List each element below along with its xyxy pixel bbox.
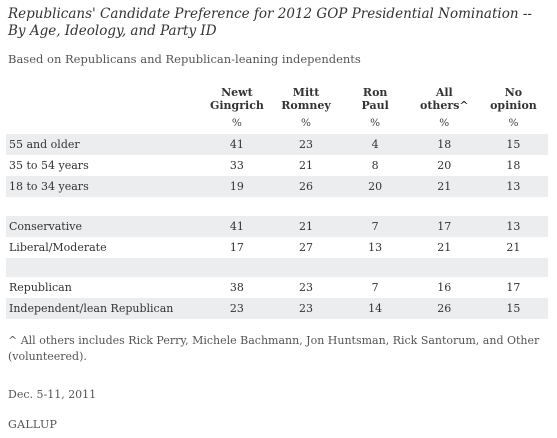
row-label: Republican <box>9 281 72 294</box>
column-header-line1: All <box>435 86 453 99</box>
data-cell: 21 <box>409 176 479 197</box>
data-cell: 8 <box>371 159 379 172</box>
row-label: 55 and older <box>6 134 203 155</box>
data-cell: 33 <box>229 159 244 172</box>
chart-subtitle: Based on Republicans and Republican-lean… <box>8 52 361 66</box>
data-cell: 4 <box>340 134 410 155</box>
column-header-line2: opinion <box>490 99 537 112</box>
spacer-row <box>6 197 548 216</box>
data-cell: 41 <box>202 216 272 237</box>
data-cell: 20 <box>437 159 452 172</box>
data-cell: 27 <box>299 241 314 254</box>
table-row: Conservative 41 21 7 17 13 <box>6 216 548 237</box>
table-row: Republican 38 23 7 16 17 <box>6 277 548 298</box>
data-cell: 15 <box>478 298 548 319</box>
data-cell: 21 <box>271 216 341 237</box>
chart-title: Republicans' Candidate Preference for 20… <box>8 6 532 39</box>
table-row: Independent/lean Republican 23 23 14 26 … <box>6 298 548 319</box>
data-cell: 16 <box>437 281 452 294</box>
row-label: Liberal/Moderate <box>9 241 107 254</box>
table-row: 55 and older 41 23 4 18 15 <box>6 134 548 155</box>
data-cell: 26 <box>271 176 341 197</box>
data-cell: 41 <box>202 134 272 155</box>
data-cell: 21 <box>299 159 314 172</box>
unit-cell: % <box>301 117 312 129</box>
column-header: No opinion <box>479 81 548 112</box>
column-header-line2: Romney <box>281 99 331 112</box>
column-header-line2: others^ <box>419 99 469 112</box>
header-blank <box>6 81 202 112</box>
column-header-line2: Paul <box>361 99 389 112</box>
column-header-line1: No <box>504 86 523 99</box>
unit-cell: % <box>439 117 450 129</box>
data-cell: 7 <box>340 216 410 237</box>
data-cell: 17 <box>409 216 479 237</box>
data-cell: 23 <box>299 281 314 294</box>
column-header-line1: Ron <box>362 86 388 99</box>
column-header: Ron Paul <box>341 81 410 112</box>
data-cell: 18 <box>409 134 479 155</box>
footnote: ^ All others includes Rick Perry, Michel… <box>8 334 540 363</box>
data-cell: 21 <box>506 241 521 254</box>
column-header-line2: Gingrich <box>209 99 264 112</box>
unit-cell: % <box>370 117 381 129</box>
data-cell: 23 <box>271 134 341 155</box>
source-label: GALLUP <box>8 418 58 431</box>
data-table: Newt Gingrich Mitt Romney Ron Paul All other… <box>6 81 548 319</box>
data-cell: 23 <box>202 298 272 319</box>
data-cell: 17 <box>229 241 244 254</box>
data-cell: 21 <box>437 241 452 254</box>
row-label: 35 to 54 years <box>9 159 89 172</box>
unit-cell: % <box>231 117 242 129</box>
spacer-row <box>6 258 548 277</box>
data-cell: 38 <box>229 281 244 294</box>
data-cell: 13 <box>478 216 548 237</box>
data-cell: 15 <box>478 134 548 155</box>
column-header: Newt Gingrich <box>202 81 271 112</box>
column-header: All others^ <box>410 81 479 112</box>
units-blank <box>6 112 202 134</box>
data-cell: 19 <box>202 176 272 197</box>
unit-cell: % <box>508 117 519 129</box>
row-label: Conservative <box>6 216 203 237</box>
survey-date: Dec. 5-11, 2011 <box>8 388 97 401</box>
table-row: 18 to 34 years 19 26 20 21 13 <box>6 176 548 197</box>
data-cell: 17 <box>506 281 521 294</box>
spacer-cell <box>6 197 548 216</box>
spacer-cell <box>6 258 548 277</box>
data-cell: 13 <box>478 176 548 197</box>
column-header: Mitt Romney <box>271 81 340 112</box>
row-label: 18 to 34 years <box>6 176 203 197</box>
column-header-line1: Mitt <box>292 86 320 99</box>
data-cell: 7 <box>371 281 379 294</box>
data-cell: 23 <box>271 298 341 319</box>
header-row: Newt Gingrich Mitt Romney Ron Paul All other… <box>6 81 548 112</box>
table-row: 35 to 54 years 33 21 8 20 18 <box>6 155 548 176</box>
column-header-line1: Newt <box>221 86 253 99</box>
data-cell: 20 <box>340 176 410 197</box>
data-cell: 26 <box>409 298 479 319</box>
data-cell: 13 <box>368 241 383 254</box>
data-cell: 18 <box>506 159 521 172</box>
row-label: Independent/lean Republican <box>6 298 203 319</box>
table-row: Liberal/Moderate 17 27 13 21 21 <box>6 237 548 258</box>
units-row: % % % % % <box>6 112 548 134</box>
data-cell: 14 <box>340 298 410 319</box>
